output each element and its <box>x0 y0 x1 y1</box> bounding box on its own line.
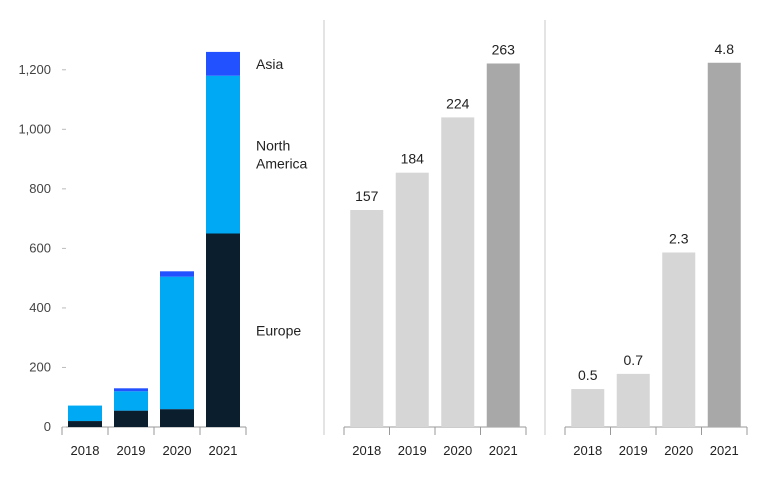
data-label: 157 <box>355 188 379 204</box>
bar-europe-2021 <box>206 233 240 427</box>
middle-bar-2019 <box>395 172 429 427</box>
x-tick-label: 2019 <box>619 443 648 458</box>
series-label-europe: Europe <box>256 322 301 338</box>
right-bar-2020 <box>662 252 696 427</box>
bar-europe-2020 <box>160 409 194 427</box>
y-tick-label: 200 <box>29 359 51 374</box>
stacked-bar-panel: 0 200 400 600 800 1,000 1,200 2018 2019 2020 2021 A… <box>18 51 308 458</box>
x-tick-label: 2019 <box>117 443 146 458</box>
middle-bar-2021 <box>486 63 520 427</box>
y-tick-label: 1,200 <box>18 62 51 77</box>
data-label: 2.3 <box>669 230 689 246</box>
series-label-north-america: North America <box>256 138 308 172</box>
data-label: 0.7 <box>624 352 644 368</box>
x-tick-label: 2018 <box>573 443 602 458</box>
data-label: 4.8 <box>715 41 735 57</box>
bar-asia-2021 <box>206 51 240 76</box>
data-label: 0.5 <box>578 367 598 383</box>
data-label: 263 <box>492 41 516 57</box>
series-label-asia: Asia <box>256 56 283 72</box>
bar-north-america-2021 <box>206 75 240 234</box>
x-tick-label: 2018 <box>71 443 100 458</box>
x-tick-label: 2020 <box>664 443 693 458</box>
bar-asia-2020 <box>160 271 194 277</box>
data-label: 224 <box>446 95 470 111</box>
bar-europe-2018 <box>68 421 102 427</box>
right-bar-2019 <box>616 373 650 427</box>
right-bar-panel: 0.5 2018 0.7 2019 2.3 2020 4.8 2021 <box>564 41 748 458</box>
y-tick-label: 0 <box>44 419 51 434</box>
middle-bar-panel: 157 2018 184 2019 224 2020 263 2021 <box>343 41 527 458</box>
y-tick-label: 800 <box>29 181 51 196</box>
y-tick-label: 600 <box>29 240 51 255</box>
x-tick-label: 2020 <box>163 443 192 458</box>
bar-europe-2019 <box>114 410 148 427</box>
y-tick-label: 1,000 <box>18 121 51 136</box>
bar-north-america-2018 <box>68 405 102 422</box>
x-tick-label: 2019 <box>398 443 427 458</box>
x-tick-label: 2021 <box>489 443 518 458</box>
middle-bar-2018 <box>350 210 384 427</box>
middle-bar-2020 <box>441 117 475 428</box>
x-tick-label: 2021 <box>209 443 238 458</box>
x-tick-label: 2020 <box>443 443 472 458</box>
right-bar-2021 <box>707 62 741 427</box>
bar-north-america-2019 <box>114 391 148 411</box>
bar-north-america-2020 <box>160 276 194 410</box>
data-label: 184 <box>401 151 425 167</box>
right-bar-2018 <box>571 389 605 427</box>
y-tick-label: 400 <box>29 300 51 315</box>
x-tick-label: 2018 <box>352 443 381 458</box>
x-tick-label: 2021 <box>710 443 739 458</box>
bar-asia-2019 <box>114 388 148 392</box>
